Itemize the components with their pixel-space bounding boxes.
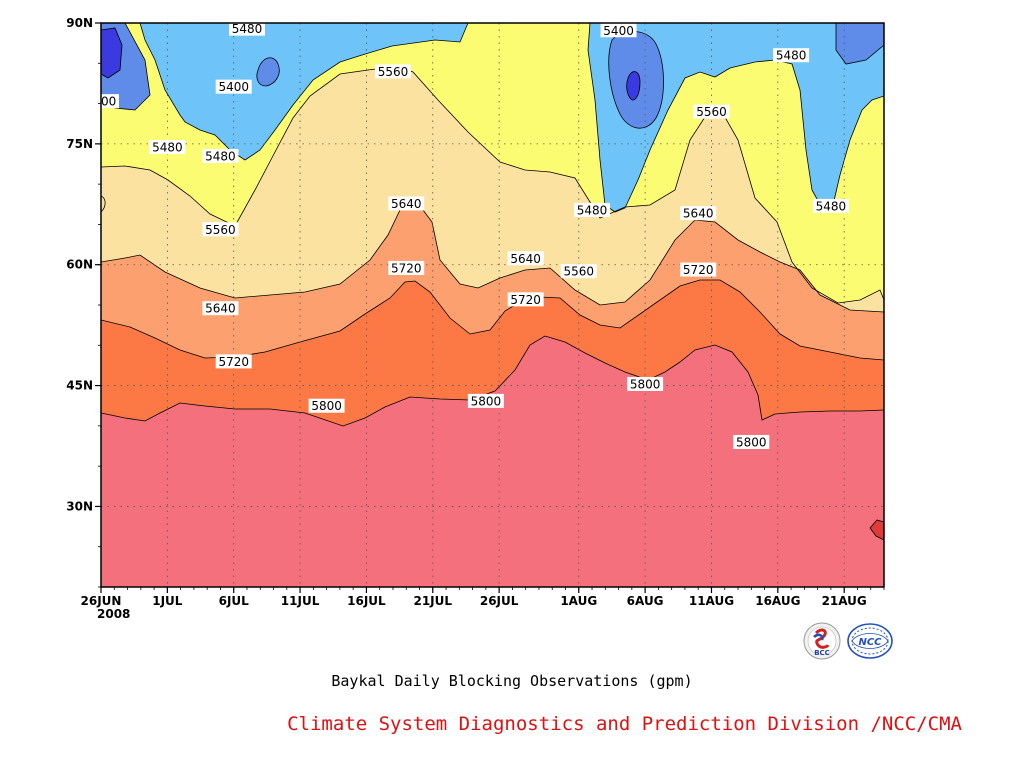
contour-label: 5480 <box>812 198 849 213</box>
contour-label: 5720 <box>215 354 252 369</box>
contour-label: 5560 <box>693 104 730 119</box>
band-lt-5320-a <box>101 28 122 78</box>
svg-text:5400: 5400 <box>218 80 249 94</box>
x-axis-year-label: 2008 <box>97 607 130 621</box>
x-tick-label: 16JUL <box>347 594 386 608</box>
contour-label: 5400 <box>215 79 252 94</box>
svg-text:5800: 5800 <box>311 399 342 413</box>
chart-subtitle: Baykal Daily Blocking Observations (gpm) <box>331 672 693 690</box>
svg-text:5640: 5640 <box>205 302 236 316</box>
x-tick-label: 21AUG <box>822 594 867 608</box>
contour-5800 <box>101 335 884 427</box>
contour-label: 5480 <box>574 202 611 217</box>
svg-text:5400: 5400 <box>86 95 117 109</box>
contour-label: 5560 <box>202 222 239 237</box>
x-tick-label: 1AUG <box>560 594 597 608</box>
svg-text:5480: 5480 <box>776 49 807 63</box>
contour-label: 5400 <box>600 23 637 38</box>
contour-label: 5480 <box>228 22 265 36</box>
x-tick-label: 6JUL <box>219 594 250 608</box>
y-tick-label: 45N <box>66 379 93 393</box>
band-lt-5320-b <box>626 71 640 101</box>
svg-text:5720: 5720 <box>391 261 422 275</box>
contour-label: 5800 <box>308 398 345 413</box>
bcc-logo-icon: BCC <box>803 622 841 660</box>
band-gt-5880 <box>870 520 884 540</box>
y-axis: 30N 45N 60N 75N 90N <box>66 16 101 588</box>
contour-5640 <box>101 205 884 313</box>
svg-text:5560: 5560 <box>205 223 236 237</box>
svg-text:5640: 5640 <box>683 207 714 221</box>
contour-label: 5560 <box>374 64 411 79</box>
svg-text:5480: 5480 <box>816 199 847 213</box>
band-5400-5480 <box>101 23 884 212</box>
y-tick-label: 90N <box>66 16 93 30</box>
y-tick-label: 60N <box>66 258 93 272</box>
contour-5320 <box>101 27 641 101</box>
x-tick-label: 11AUG <box>689 594 734 608</box>
band-5320-5400-d <box>836 23 884 64</box>
contour-label: 5640 <box>507 251 544 266</box>
contour-label: 5560 <box>560 264 597 279</box>
x-tick-label: 26JUL <box>480 594 519 608</box>
contour-labels: 5480 5400 5400 5480 5480 5560 5400 5480 5560 5480… <box>86 22 849 449</box>
contour-label: 5720 <box>680 262 717 277</box>
svg-text:5560: 5560 <box>696 105 727 119</box>
x-tick-label: 26JUN <box>81 594 122 608</box>
contour-label: 5640 <box>388 196 425 211</box>
contour-5880 <box>869 519 884 541</box>
contour-label: 5800 <box>733 434 770 449</box>
plot-area: 5480 5400 5400 5480 5480 5560 5400 5480 5560 5480… <box>86 22 884 587</box>
x-tick-label: 11JUL <box>281 594 320 608</box>
contour-label: 5800 <box>627 376 664 391</box>
x-tick-label: 1JUL <box>152 594 183 608</box>
ncc-logo-icon: NCC <box>847 623 893 659</box>
contour-label: 5480 <box>202 148 239 163</box>
contour-5720 <box>101 279 884 361</box>
svg-text:5480: 5480 <box>152 141 183 155</box>
svg-text:5640: 5640 <box>391 197 422 211</box>
bcc-logo-text: BCC <box>814 649 830 657</box>
contour-label: 5480 <box>773 48 810 63</box>
logos: BCC NCC <box>802 621 894 663</box>
band-5800-5880 <box>101 336 884 587</box>
contour-label: 5800 <box>467 393 504 408</box>
grid <box>101 23 884 587</box>
x-tick-label: 6AUG <box>627 594 664 608</box>
ncc-logo-text: NCC <box>858 637 882 648</box>
contour-label: 5400 <box>86 94 119 109</box>
svg-text:5720: 5720 <box>510 293 541 307</box>
x-tick-label: 16AUG <box>755 594 800 608</box>
x-tick-label: 21JUL <box>413 594 452 608</box>
band-5320-5400-b <box>256 57 280 86</box>
contour-label: 5720 <box>388 260 425 275</box>
svg-text:5720: 5720 <box>683 263 714 277</box>
svg-text:5800: 5800 <box>736 435 767 449</box>
svg-text:5480: 5480 <box>577 203 608 217</box>
contour-5400 <box>101 23 884 129</box>
svg-text:5560: 5560 <box>563 265 594 279</box>
svg-text:5400: 5400 <box>603 24 634 38</box>
svg-text:5800: 5800 <box>471 394 502 408</box>
svg-text:5480: 5480 <box>205 149 236 163</box>
contour-label: 5640 <box>202 301 239 316</box>
svg-text:5480: 5480 <box>232 22 263 36</box>
svg-text:5640: 5640 <box>510 252 541 266</box>
credit-line: Climate System Diagnostics and Predictio… <box>287 713 962 735</box>
x-axis: 26JUN 1JUL 6JUL 11JUL 16JUL 21JUL 26JUL 1AUG 6AU… <box>81 587 885 608</box>
y-tick-label: 30N <box>66 499 93 513</box>
svg-text:5800: 5800 <box>630 377 661 391</box>
contour-label: 5480 <box>149 140 186 155</box>
svg-text:5560: 5560 <box>378 65 409 79</box>
contour-label: 5720 <box>507 292 544 307</box>
contour-5480-edge <box>101 195 106 213</box>
y-tick-label: 75N <box>66 137 93 151</box>
svg-text:5720: 5720 <box>218 355 249 369</box>
contour-label: 5640 <box>680 206 717 221</box>
